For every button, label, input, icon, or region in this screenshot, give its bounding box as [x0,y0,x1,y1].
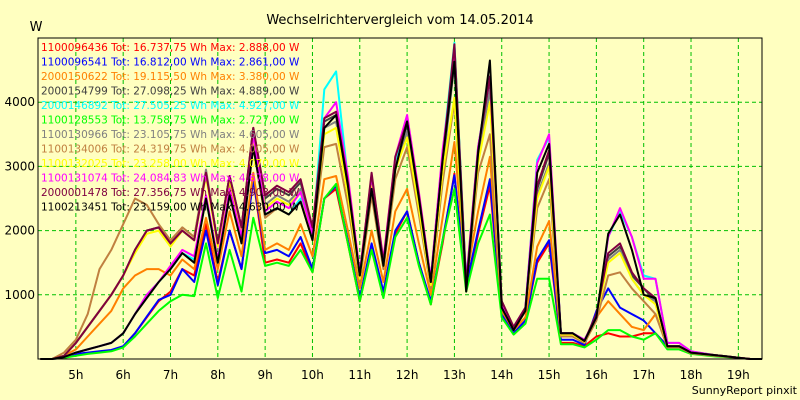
legend-entry: 1100131074 Tot: 24.084,83 Wh Max: 4.678,… [41,173,300,185]
x-tick-label: 8h [210,368,225,382]
x-tick-label: 11h [348,368,371,382]
y-tick-label: 3000 [4,159,35,173]
legend-entry: 2000146892 Tot: 27.505,25 Wh Max: 4.927,… [41,100,300,112]
x-tick-label: 14h [490,368,513,382]
chart-title: Wechselrichtervergleich vom 14.05.2014 [266,13,533,28]
legend-entry: 1100132025 Tot: 23.258,00 Wh Max: 4.070,… [41,158,300,170]
x-tick-label: 7h [163,368,178,382]
legend-entry: 1100096541 Tot: 16.812,00 Wh Max: 2.861,… [41,57,300,69]
x-tick-label: 5h [68,368,83,382]
legend-entry: 2000001478 Tot: 27.356,75 Wh Max: 4.903,… [41,187,300,199]
series-line [40,174,762,360]
y-tick-labels: 1000 2000 3000 4000 [4,95,35,302]
series-line [40,182,762,360]
legend-entry: 2000154799 Tot: 27.098,25 Wh Max: 4.889,… [41,86,300,98]
x-tick-label: 10h [301,368,324,382]
y-axis-unit: W [30,20,43,35]
x-tick-label: 13h [443,368,466,382]
footer-credit: SunnyReport pinxit [692,384,798,397]
legend-entry: 1100128553 Tot: 13.758,75 Wh Max: 2.727,… [41,115,300,127]
legend-entry: 1100096436 Tot: 16.737,75 Wh Max: 2.888,… [41,42,300,54]
plot-area [38,38,762,359]
x-tick-label: 19h [727,368,750,382]
x-tick-label: 6h [116,368,131,382]
x-tick-label: 16h [585,368,608,382]
series-line [40,100,762,360]
x-tick-label: 12h [396,368,419,382]
series-lines [40,41,762,360]
legend-entry: 1100134006 Tot: 24.319,75 Wh Max: 4.005,… [41,144,300,156]
y-tick-label: 2000 [4,224,35,238]
x-tick-label: 9h [258,368,273,382]
legend-entry: 1100213451 Tot: 23.159,00 Wh Max: 4.630,… [41,202,300,214]
x-tick-label: 17h [632,368,655,382]
x-tick-labels: 5h 6h 7h 8h 9h 10h 11h 12h 13h 14h 15h 16h 17h 18h 19h [68,368,750,382]
legend-entry: 1100130966 Tot: 23.105,75 Wh Max: 4.605,… [41,129,300,141]
series-line [40,141,762,360]
x-tick-label: 15h [538,368,561,382]
y-tick-label: 1000 [4,288,35,302]
legend-entry: 2000150622 Tot: 19.115,50 Wh Max: 3.380,… [41,71,300,83]
series-line [40,59,762,360]
series-line [40,96,762,360]
plot-frame [37,37,763,360]
legend: 1100096436 Tot: 16.737,75 Wh Max: 2.888,… [41,42,300,214]
x-tick-label: 18h [680,368,703,382]
y-tick-label: 4000 [4,95,35,109]
